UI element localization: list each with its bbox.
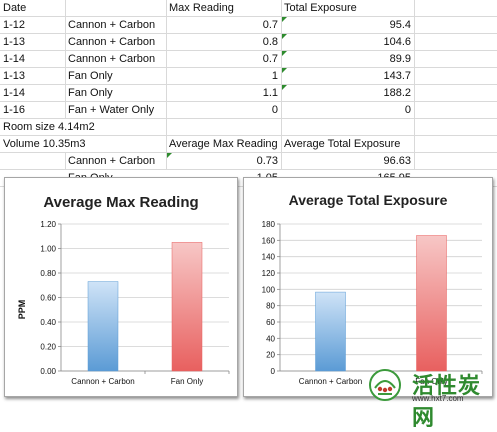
avg-total-exposure-chart[interactable]: Average Total Exposure 0 20 40 60 80 100 120 140…: [243, 177, 493, 397]
number-as-text-indicator-icon: [282, 34, 287, 39]
date-cell[interactable]: 1-14: [3, 53, 26, 65]
y-tick-label: 0.80: [40, 269, 56, 278]
spreadsheet-grid: Date Max Reading Total Exposure 1-12 Can…: [0, 0, 497, 187]
avg-total-header[interactable]: Average Total Exposure: [284, 138, 401, 150]
total-exposure-cell[interactable]: 95.4: [389, 19, 411, 31]
table-row: 1-13 Cannon + Carbon 0.8 104.6: [0, 34, 497, 51]
condition-cell[interactable]: Cannon + Carbon: [68, 36, 156, 48]
total-exposure-cell[interactable]: 0: [404, 104, 411, 116]
room-size-cell[interactable]: Room size 4.14m2: [3, 119, 163, 135]
y-tick-label: 0.20: [40, 343, 56, 352]
date-cell[interactable]: 1-13: [3, 36, 26, 48]
watermark-url: www.hxt7.com: [412, 394, 464, 403]
condition-cell[interactable]: Fan Only: [68, 87, 113, 99]
number-as-text-indicator-icon: [282, 51, 287, 56]
x-category-label: Cannon + Carbon: [299, 377, 362, 386]
max-reading-cell[interactable]: 1: [271, 70, 278, 82]
header-row: Date Max Reading Total Exposure: [0, 0, 497, 17]
table-row: Volume 10.35m3 Average Max Reading Avera…: [0, 136, 497, 153]
y-tick-label: 60: [266, 318, 275, 327]
date-cell[interactable]: 1-16: [3, 104, 26, 116]
avg-max-header[interactable]: Average Max Reading: [169, 138, 278, 150]
table-row: Room size 4.14m2: [0, 119, 497, 136]
total-exposure-cell[interactable]: 104.6: [383, 36, 411, 48]
total-exposure-cell[interactable]: 188.2: [383, 87, 411, 99]
table-row: 1-16 Fan + Water Only 0 0: [0, 102, 497, 119]
table-row: 1-12 Cannon + Carbon 0.7 95.4: [0, 17, 497, 34]
chart-title: Average Total Exposure: [289, 192, 448, 208]
number-as-text-indicator-icon: [282, 17, 287, 22]
condition-cell[interactable]: Cannon + Carbon: [68, 19, 156, 31]
condition-cell[interactable]: Fan + Water Only: [68, 104, 155, 116]
y-tick-label: 160: [262, 236, 276, 245]
date-cell[interactable]: 1-13: [3, 70, 26, 82]
max-reading-cell[interactable]: 0.8: [262, 36, 278, 48]
y-tick-label: 180: [262, 220, 276, 229]
condition-cell[interactable]: Cannon + Carbon: [68, 155, 156, 167]
avg-total-exposure-chart-svg: Average Total Exposure 0 20 40 60 80 100 120 140…: [262, 192, 483, 386]
avg-total-cell[interactable]: 96.63: [383, 155, 411, 167]
y-tick-label: 1.00: [40, 245, 56, 254]
bar-cannon-carbon[interactable]: [315, 291, 346, 372]
y-tick-label: 1.20: [40, 220, 56, 229]
number-as-text-indicator-icon: [282, 68, 287, 73]
header-max-reading[interactable]: Max Reading: [169, 2, 234, 14]
y-tick-label: 0: [271, 367, 276, 376]
chart-title: Average Max Reading: [43, 194, 198, 211]
max-reading-cell[interactable]: 1.1: [262, 87, 278, 99]
volume-cell[interactable]: Volume 10.35m3: [3, 136, 163, 152]
avg-max-cell[interactable]: 0.73: [256, 155, 278, 167]
site-logo-icon: [369, 369, 401, 401]
y-axis-title: PPM: [17, 300, 27, 320]
header-date[interactable]: Date: [3, 2, 27, 14]
grid-column-line: [281, 0, 282, 170]
y-tick-label: 100: [262, 285, 276, 294]
table-row: 1-13 Fan Only 1 143.7: [0, 68, 497, 85]
y-tick-label: 0.00: [40, 367, 56, 376]
y-tick-label: 140: [262, 253, 276, 262]
watermark: 活性炭网 www.hxt7.com: [368, 368, 496, 431]
x-category-label: Fan Only: [171, 377, 203, 386]
bar-fan-only[interactable]: [171, 242, 203, 372]
y-tick-label: 40: [266, 334, 275, 343]
avg-max-reading-chart-svg: Average Max Reading 0.00 0.20 0.40 0.60 0.80 1…: [17, 194, 230, 386]
table-row: 1-14 Fan Only 1.1 188.2: [0, 85, 497, 102]
y-tick-label: 20: [266, 351, 275, 360]
condition-cell[interactable]: Cannon + Carbon: [68, 53, 156, 65]
date-cell[interactable]: 1-12: [3, 19, 26, 31]
y-tick-label: 0.40: [40, 318, 56, 327]
total-exposure-cell[interactable]: 89.9: [389, 53, 411, 65]
grid-column-line: [414, 0, 415, 170]
number-as-text-indicator-icon: [282, 85, 287, 90]
x-category-label: Cannon + Carbon: [71, 377, 134, 386]
table-row: 1-14 Cannon + Carbon 0.7 89.9: [0, 51, 497, 68]
total-exposure-cell[interactable]: 143.7: [383, 70, 411, 82]
max-reading-cell[interactable]: 0: [271, 104, 278, 116]
bar-cannon-carbon[interactable]: [87, 281, 119, 372]
bar-fan-only[interactable]: [416, 235, 447, 372]
y-tick-label: 120: [262, 269, 276, 278]
max-reading-cell[interactable]: 0.7: [262, 53, 278, 65]
x-category-label: Fan Only: [415, 377, 447, 386]
max-reading-cell[interactable]: 0.7: [262, 19, 278, 31]
grid-column-line: [65, 0, 66, 170]
avg-max-reading-chart[interactable]: Average Max Reading 0.00 0.20 0.40 0.60 0.80 1…: [4, 177, 238, 397]
table-row: Cannon + Carbon 0.73 96.63: [0, 153, 497, 170]
y-tick-label: 0.60: [40, 294, 56, 303]
header-total-exposure[interactable]: Total Exposure: [284, 2, 357, 14]
grid-column-line: [166, 0, 167, 170]
date-cell[interactable]: 1-14: [3, 87, 26, 99]
number-as-text-indicator-icon: [167, 153, 172, 158]
y-tick-label: 80: [266, 302, 275, 311]
condition-cell[interactable]: Fan Only: [68, 70, 113, 82]
